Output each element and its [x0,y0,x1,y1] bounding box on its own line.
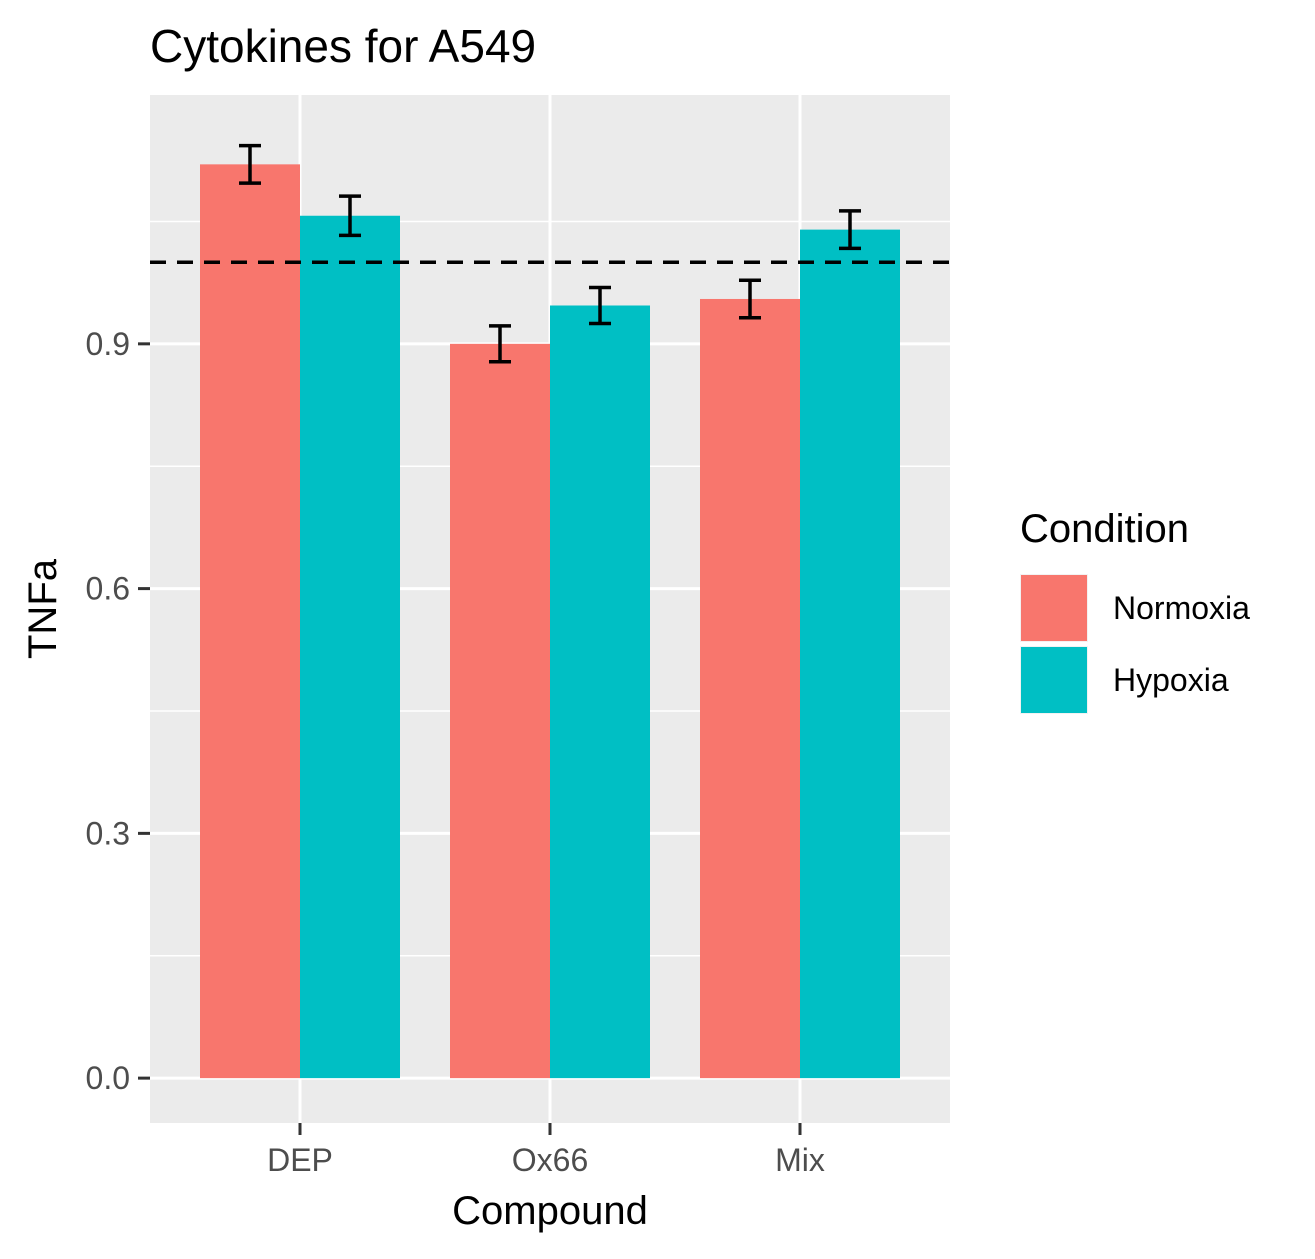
x-axis: DEP Ox66 Mix [267,1123,825,1178]
y-axis: 0.0 0.3 0.6 0.9 [86,326,150,1096]
bars [200,164,900,1079]
errorbar-normoxia-ox66 [489,324,511,364]
legend: Condition Normoxia Hypoxia [1020,507,1250,714]
bar-hypoxia-dep [300,215,400,1079]
errorbar-hypoxia-mix [839,209,861,251]
bar-normoxia-dep [200,164,300,1079]
legend-label-hypoxia: Hypoxia [1113,662,1229,698]
errorbar-normoxia-mix [739,278,761,320]
legend-label-normoxia: Normoxia [1113,590,1250,626]
bar-normoxia-ox66 [450,343,550,1079]
x-tick-label-dep: DEP [267,1142,333,1178]
errorbar-hypoxia-dep [339,194,361,238]
bar-hypoxia-ox66 [550,305,650,1079]
y-tick-label-1: 0.3 [86,815,130,851]
bar-normoxia-mix [700,298,800,1079]
y-tick-label-0: 0.0 [86,1060,130,1096]
error-bars [239,143,861,364]
y-tick-label-2: 0.6 [86,571,130,607]
errorbar-normoxia-dep [239,143,261,185]
chart-title: Cytokines for A549 [150,20,536,72]
bar-hypoxia-mix [800,229,900,1079]
y-tick-label-3: 0.9 [86,326,130,362]
legend-swatch-normoxia [1021,575,1087,641]
legend-title: Condition [1020,507,1189,551]
x-tick-label-mix: Mix [775,1142,825,1178]
legend-swatch-hypoxia [1021,647,1087,713]
errorbar-hypoxia-ox66 [589,285,611,326]
x-axis-label: Compound [452,1189,648,1233]
y-axis-label: TNFa [21,558,65,659]
x-tick-label-ox66: Ox66 [512,1142,588,1178]
